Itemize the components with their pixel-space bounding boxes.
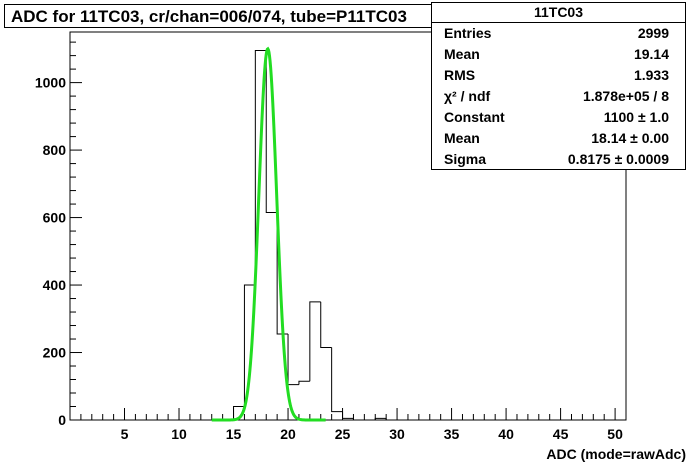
histogram-bin [298, 380, 310, 385]
stat-row-fit-mean: Mean 18.14 ± 0.00 [432, 128, 685, 149]
stat-value: 0.8175 ± 0.0009 [567, 151, 669, 167]
stat-value: 1.878e+05 / 8 [582, 88, 669, 104]
histogram-bin [254, 50, 267, 286]
histogram-bin [233, 406, 245, 420]
stat-value: 19.14 [633, 46, 669, 62]
stat-row-mean: Mean 19.14 [432, 44, 685, 65]
x-axis-label: ADC (mode=rawAdc) [546, 446, 686, 462]
y-tick-label: 200 [43, 345, 67, 361]
histogram-bin [374, 417, 387, 420]
stat-label: Entries [444, 25, 492, 41]
histogram-bin [331, 347, 343, 413]
x-tick-label: 45 [553, 426, 569, 442]
x-tick-label: 15 [226, 426, 242, 442]
stat-label: Constant [444, 109, 505, 125]
chart-title: ADC for 11TC03, cr/chan=006/074, tube=P1… [11, 7, 407, 26]
y-tick-label: 800 [43, 142, 67, 158]
stat-value: 1.933 [633, 67, 669, 83]
plot-frame [69, 31, 627, 421]
stat-label: RMS [444, 67, 476, 83]
stat-row-rms: RMS 1.933 [432, 65, 685, 86]
x-tick-label: 35 [444, 426, 460, 442]
y-tick-label: 1000 [35, 75, 66, 91]
stat-row-entries: Entries 2999 [432, 23, 685, 44]
y-tick-label: 0 [58, 412, 66, 428]
histogram-bin [265, 50, 278, 214]
stat-value: 2999 [637, 25, 669, 41]
stats-header: 11TC03 [432, 3, 685, 23]
stat-label: Mean [444, 130, 480, 146]
stat-row-constant: Constant 1100 ± 1.0 [432, 107, 685, 128]
stat-row-chi2: χ² / ndf 1.878e+05 / 8 [432, 86, 685, 107]
stat-row-sigma: Sigma 0.8175 ± 0.0009 [432, 149, 685, 170]
x-tick-label: 20 [280, 426, 296, 442]
stat-label: χ² / ndf [444, 88, 491, 104]
stats-box: 11TC03 Entries 2999 Mean 19.14 RMS 1.933… [431, 2, 686, 170]
x-tick-label: 25 [335, 426, 351, 442]
x-tick-label: 10 [171, 426, 187, 442]
histogram-bin [243, 284, 256, 407]
stat-value: 1100 ± 1.0 [603, 109, 669, 125]
x-tick-label: 5 [121, 426, 129, 442]
title-box: ADC for 11TC03, cr/chan=006/074, tube=P1… [4, 4, 494, 28]
x-tick-label: 50 [607, 426, 623, 442]
histogram-bin [309, 301, 321, 382]
x-tick-label: 40 [498, 426, 514, 442]
histogram-bin [342, 411, 354, 419]
stat-label: Mean [444, 46, 480, 62]
y-tick-label: 600 [43, 210, 67, 226]
x-tick-label: 30 [389, 426, 405, 442]
gaussian-fit-curve [211, 46, 326, 422]
stat-value: 18.14 ± 0.00 [591, 130, 669, 146]
histogram-bin [287, 333, 299, 386]
stat-label: Sigma [444, 151, 487, 167]
histogram-bin [320, 301, 332, 348]
y-tick-label: 400 [43, 277, 67, 293]
